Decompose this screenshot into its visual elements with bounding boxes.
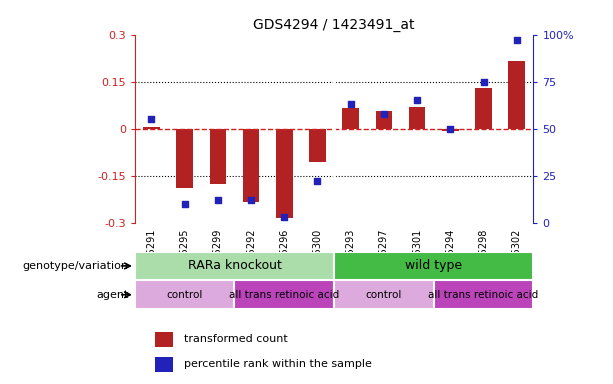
Point	[280, 214, 289, 220]
Bar	[433, 280, 533, 309]
Text: genotype/variation: genotype/variation	[23, 261, 129, 271]
Bar	[243, 129, 259, 202]
Text: RARa knockout: RARa knockout	[188, 260, 281, 272]
Text: percentile rank within the sample: percentile rank within the sample	[184, 359, 371, 369]
Title: GDS4294 / 1423491_at: GDS4294 / 1423491_at	[253, 18, 415, 32]
Bar	[343, 108, 359, 129]
Text: transformed count: transformed count	[184, 334, 287, 344]
Point	[213, 197, 223, 203]
Text: agent: agent	[96, 290, 129, 300]
Text: all trans retinoic acid: all trans retinoic acid	[229, 290, 340, 300]
Bar	[334, 280, 433, 309]
Bar	[376, 111, 392, 129]
Bar	[442, 129, 459, 131]
Bar	[475, 88, 492, 129]
Text: control: control	[366, 290, 402, 300]
Bar	[309, 129, 326, 162]
Bar	[276, 129, 292, 218]
Bar	[135, 252, 334, 280]
Bar	[234, 280, 334, 309]
Text: control: control	[167, 290, 203, 300]
Bar	[155, 332, 173, 347]
Bar	[210, 129, 226, 184]
Point	[147, 116, 156, 122]
Point	[246, 197, 256, 203]
Bar	[135, 280, 234, 309]
Bar	[409, 107, 425, 129]
Bar	[155, 357, 173, 372]
Point	[180, 201, 189, 207]
Point	[479, 79, 489, 85]
Bar	[177, 129, 193, 188]
Point	[346, 101, 356, 107]
Point	[446, 126, 455, 132]
Point	[379, 111, 389, 117]
Point	[313, 178, 322, 184]
Text: all trans retinoic acid: all trans retinoic acid	[428, 290, 539, 300]
Point	[512, 37, 522, 43]
Point	[412, 98, 422, 104]
Bar	[143, 127, 160, 129]
Bar	[508, 61, 525, 129]
Bar	[334, 252, 533, 280]
Text: wild type: wild type	[405, 260, 462, 272]
